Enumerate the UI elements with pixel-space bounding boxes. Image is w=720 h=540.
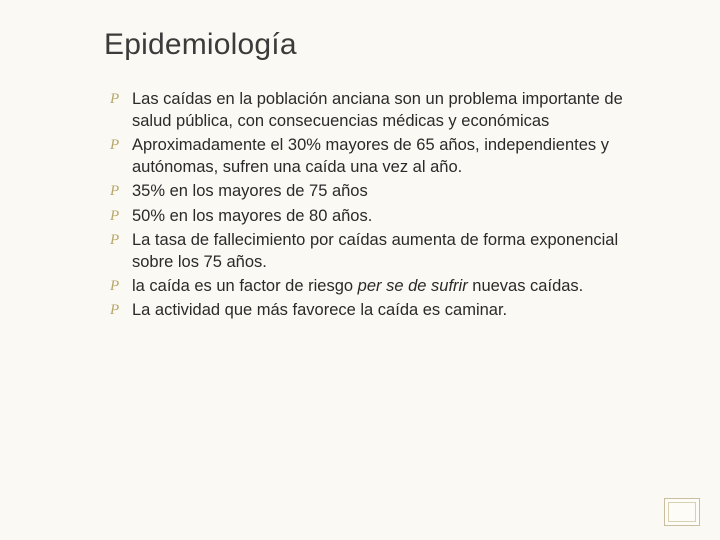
bullet-list: P Las caídas en la población anciana son … [110,88,662,321]
bullet-text: Aproximadamente el 30% mayores de 65 año… [132,136,609,176]
bullet-text: 35% en los mayores de 75 años [132,182,368,200]
bullet-icon: P [110,206,119,226]
slide-title: Epidemiología [104,28,662,62]
bullet-text: 50% en los mayores de 80 años. [132,207,372,225]
bullet-text: La tasa de fallecimiento por caídas aume… [132,231,618,271]
bullet-icon: P [110,181,119,201]
bullet-text: la caída es un factor de riesgo per se d… [132,277,583,295]
bullet-item: Pla caída es un factor de riesgo per se … [110,275,662,297]
bullet-icon: P [110,89,119,109]
bullet-icon: P [110,276,119,296]
bullet-text: Las caídas en la población anciana son u… [132,90,623,130]
bullet-text: La actividad que más favorece la caída e… [132,301,507,319]
bullet-icon: P [110,135,119,155]
slide: Epidemiología P Las caídas en la població… [0,0,720,540]
bullet-item: P 35% en los mayores de 75 años [110,180,662,202]
bullet-item: P La tasa de fallecimiento por caídas au… [110,229,662,273]
bullet-item: P Aproximadamente el 30% mayores de 65 añ… [110,134,662,178]
bullet-item: P 50% en los mayores de 80 años. [110,205,662,227]
decoration-icon [664,498,700,526]
bullet-icon: P [110,300,119,320]
bullet-icon: P [110,230,119,250]
bullet-item: P La actividad que más favorece la caída … [110,299,662,321]
bullet-item: P Las caídas en la población anciana son … [110,88,662,132]
